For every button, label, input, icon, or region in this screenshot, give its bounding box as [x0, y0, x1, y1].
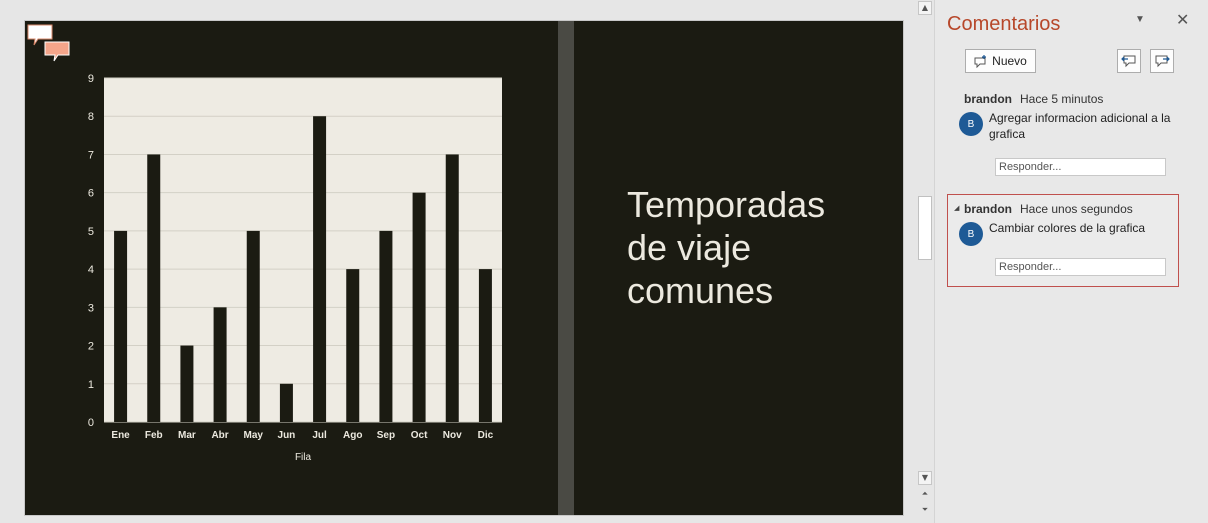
y-tick-label: 3 [88, 302, 94, 314]
x-tick-label: Nov [443, 430, 462, 441]
comment-time: Hace 5 minutos [1020, 92, 1104, 106]
scroll-down-arrow-icon[interactable]: ▼ [918, 471, 932, 485]
y-tick-label: 6 [88, 188, 94, 200]
bar[interactable] [346, 269, 360, 422]
slide-title[interactable]: Temporadas de viaje comunes [627, 184, 826, 311]
x-tick-label: Oct [411, 430, 428, 441]
avatar: B [959, 112, 983, 136]
y-tick-label: 4 [88, 264, 94, 276]
comment-marker-icon[interactable] [27, 24, 71, 64]
slide-canvas[interactable]: 0 1 2 3 4 5 6 7 8 9 Ene Feb Mar Abr May Jun Jul Ago Sep Oct… [24, 20, 904, 516]
bar[interactable] [213, 307, 227, 422]
x-tick-label: Feb [145, 430, 163, 441]
close-icon[interactable]: ✕ [1176, 12, 1190, 29]
x-tick-label: Ago [343, 430, 362, 441]
vertical-scrollbar[interactable]: ▲ ▼ ⏶ ⏷ [917, 0, 934, 523]
bar[interactable] [246, 230, 260, 422]
y-tick-label: 2 [88, 341, 94, 353]
pane-options-dropdown-icon[interactable]: ▼ [1135, 14, 1145, 25]
y-tick-label: 8 [88, 111, 94, 123]
reply-input[interactable]: Responder... [995, 258, 1166, 276]
x-tick-label: Abr [211, 430, 228, 441]
x-tick-label: Ene [111, 430, 130, 441]
comments-pane: Comentarios ▼ ✕ Nuevo brandon Hace 5 min… [934, 0, 1208, 523]
bar[interactable] [114, 230, 128, 422]
x-tick-label: Jul [312, 430, 327, 441]
comment-author: brandon [964, 92, 1012, 106]
new-comment-icon [974, 54, 987, 68]
bar[interactable] [313, 116, 327, 422]
bar[interactable] [279, 383, 293, 422]
comment-text: Cambiar colores de la grafica [989, 221, 1146, 235]
slide-divider [558, 21, 574, 515]
next-slide-icon[interactable]: ⏷ [921, 505, 929, 514]
previous-comment-icon [1121, 55, 1136, 68]
slide-editor: 0 1 2 3 4 5 6 7 8 9 Ene Feb Mar Abr May Jun Jul Ago Sep Oct… [24, 0, 934, 523]
bar[interactable] [412, 192, 426, 422]
new-comment-button[interactable]: Nuevo [965, 49, 1036, 73]
y-tick-label: 5 [88, 226, 94, 238]
previous-slide-icon[interactable]: ⏶ [921, 489, 929, 498]
x-tick-label: Sep [377, 430, 395, 441]
comment-thread-selected[interactable]: ◢ brandon Hace unos segundos B Cambiar c… [947, 194, 1179, 287]
y-tick-label: 1 [88, 379, 94, 391]
previous-comment-button[interactable] [1117, 49, 1141, 73]
comment-thread[interactable]: brandon Hace 5 minutos B Agregar informa… [947, 88, 1177, 184]
bar[interactable] [180, 345, 194, 422]
comment-time: Hace unos segundos [1020, 202, 1133, 216]
bar[interactable] [445, 154, 459, 422]
x-axis-label: Fila [295, 452, 312, 463]
comment-text: Agregar informacion adicional a la grafi… [989, 111, 1171, 141]
bar[interactable] [147, 154, 161, 422]
scroll-thumb[interactable] [918, 196, 932, 260]
y-tick-label: 0 [88, 417, 94, 429]
x-tick-label: Jun [278, 430, 296, 441]
bar[interactable] [379, 230, 393, 422]
pane-title: Comentarios [947, 13, 1061, 35]
collapse-thread-icon[interactable]: ◢ [954, 205, 960, 212]
y-tick-label: 7 [88, 149, 94, 161]
scroll-up-arrow-icon[interactable]: ▲ [918, 1, 932, 15]
next-comment-icon [1155, 55, 1170, 68]
y-tick-label: 9 [88, 73, 94, 85]
x-tick-label: Mar [178, 430, 196, 441]
next-comment-button[interactable] [1150, 49, 1174, 73]
x-tick-label: May [244, 430, 264, 441]
bar[interactable] [478, 269, 492, 422]
comment-author: brandon [964, 202, 1012, 216]
column-chart[interactable]: 0 1 2 3 4 5 6 7 8 9 Ene Feb Mar Abr May Jun Jul Ago Sep Oct… [75, 69, 515, 469]
reply-input[interactable]: Responder... [995, 158, 1166, 176]
new-comment-label: Nuevo [992, 54, 1027, 68]
x-tick-label: Dic [478, 430, 494, 441]
plot-area [104, 78, 502, 422]
avatar: B [959, 222, 983, 246]
